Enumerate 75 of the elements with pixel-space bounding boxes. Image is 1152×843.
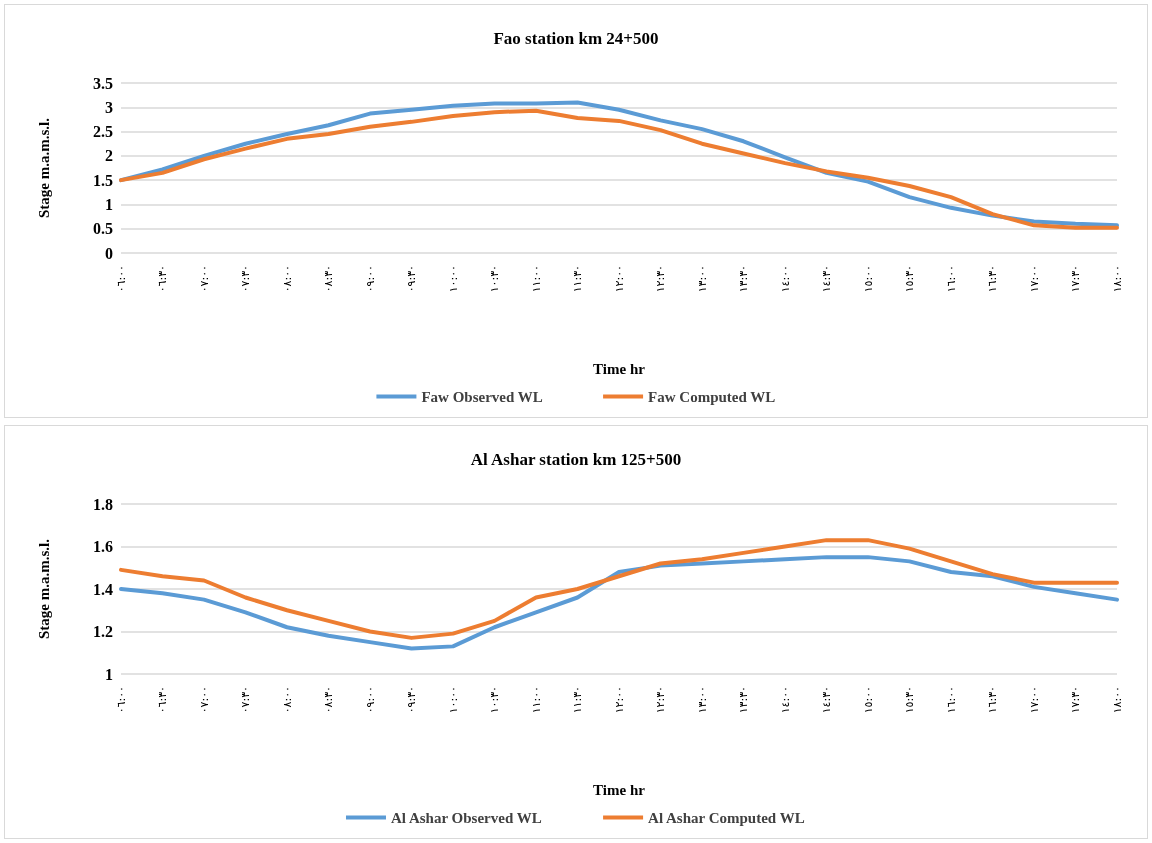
chart-title: Al Ashar station km 125+500 bbox=[470, 450, 682, 469]
x-tick-label: ١٠:٠٠ bbox=[446, 686, 460, 714]
x-tick-label: ١١:٠٠ bbox=[529, 686, 543, 714]
y-tick-label: 3 bbox=[105, 98, 113, 116]
x-tick-label: ٠٨:٠٠ bbox=[280, 686, 294, 714]
x-tick-label: ٠٦:٣٠ bbox=[156, 265, 169, 293]
y-tick-label: 1.4 bbox=[93, 580, 113, 598]
y-tick-label: 1.5 bbox=[93, 171, 113, 189]
x-tick-label: ١٦:٠٠ bbox=[944, 265, 958, 293]
x-tick-label: ٠٧:٣٠ bbox=[239, 686, 252, 714]
x-tick-label: ٠٦:٣٠ bbox=[156, 686, 169, 714]
x-axis-title: Time hr bbox=[593, 781, 646, 798]
x-tick-label: ١٤:٣٠ bbox=[820, 265, 833, 293]
x-tick-label: ١٤:٠٠ bbox=[778, 265, 792, 293]
x-tick-label: ١٧:٠٠ bbox=[1027, 265, 1041, 293]
x-tick-label: ١٨:٠٠ bbox=[1110, 686, 1124, 714]
x-tick-label: ١١:٣٠ bbox=[571, 265, 584, 293]
x-tick-label: ٠٩:٠٠ bbox=[363, 686, 377, 714]
x-tick-label: ١٤:٣٠ bbox=[820, 686, 833, 714]
x-tick-label: ٠٨:٣٠ bbox=[322, 265, 335, 293]
y-tick-label: 3.5 bbox=[93, 74, 113, 92]
x-tick-label: ٠٧:٠٠ bbox=[197, 265, 211, 293]
x-tick-label: ٠٧:٣٠ bbox=[239, 265, 252, 293]
line-series bbox=[119, 538, 1119, 640]
y-tick-label: 1 bbox=[105, 195, 113, 213]
x-tick-label: ١٠:٠٠ bbox=[446, 265, 460, 293]
x-tick-label: ١٦:٠٠ bbox=[944, 686, 958, 714]
y-tick-label: 2.5 bbox=[93, 123, 113, 141]
y-tick-label: 1.6 bbox=[93, 538, 113, 555]
x-tick-label: ١٥:٣٠ bbox=[903, 686, 916, 714]
x-tick-label: ١٣:٣٠ bbox=[737, 265, 750, 293]
x-tick-label: ١٢:٣٠ bbox=[654, 686, 667, 714]
legend-label: Al Ashar Computed WL bbox=[648, 809, 805, 826]
x-tick-label: ١٧:٣٠ bbox=[1069, 686, 1082, 714]
x-tick-label: ٠٦:٠٠ bbox=[114, 265, 128, 293]
y-tick-label: 2 bbox=[105, 147, 113, 165]
x-tick-label: ١١:٣٠ bbox=[571, 686, 584, 714]
x-tick-label: ٠٦:٠٠ bbox=[114, 686, 128, 714]
x-tick-label: ١١:٠٠ bbox=[529, 265, 543, 293]
x-tick-label: ١٥:٠٠ bbox=[861, 686, 875, 714]
x-tick-label: ٠٨:٠٠ bbox=[280, 265, 294, 293]
y-tick-label: 1.2 bbox=[93, 623, 113, 640]
x-tick-label: ١٤:٠٠ bbox=[778, 686, 792, 714]
y-axis-title: Stage m.a.m.s.l. bbox=[35, 117, 52, 218]
x-tick-label: ٠٩:٣٠ bbox=[405, 265, 418, 293]
x-tick-label: ١٥:٠٠ bbox=[861, 265, 875, 293]
legend-label: Al Ashar Observed WL bbox=[390, 809, 542, 826]
chart-title: Fao station km 24+500 bbox=[493, 29, 659, 48]
y-tick-label: 0.5 bbox=[93, 220, 113, 238]
x-tick-label: ٠٧:٠٠ bbox=[197, 686, 211, 714]
x-tick-label: ١٢:٠٠ bbox=[612, 265, 626, 293]
x-tick-label: ١٢:٣٠ bbox=[654, 265, 667, 293]
legend-label: Faw Observed WL bbox=[421, 388, 543, 405]
y-tick-label: 1.8 bbox=[93, 495, 113, 513]
x-tick-label: ١٣:٠٠ bbox=[695, 265, 709, 293]
y-tick-label: 1 bbox=[105, 665, 113, 683]
y-axis-title: Stage m.a.m.s.l. bbox=[35, 538, 52, 639]
x-tick-label: ١٦:٣٠ bbox=[986, 265, 999, 293]
x-tick-label: ١٢:٠٠ bbox=[612, 686, 626, 714]
y-tick-label: 0 bbox=[105, 244, 113, 262]
x-tick-label: ٠٩:٠٠ bbox=[363, 265, 377, 293]
x-tick-label: ١٠:٣٠ bbox=[488, 686, 501, 714]
x-tick-label: ١٧:٣٠ bbox=[1069, 265, 1082, 293]
x-axis-title: Time hr bbox=[593, 360, 646, 377]
x-tick-label: ٠٨:٣٠ bbox=[322, 686, 335, 714]
x-tick-label: ١٦:٣٠ bbox=[986, 686, 999, 714]
x-tick-label: ١٧:٠٠ bbox=[1027, 686, 1041, 714]
x-tick-label: ٠٩:٣٠ bbox=[405, 686, 418, 714]
x-tick-label: ١٣:٣٠ bbox=[737, 686, 750, 714]
legend-label: Faw Computed WL bbox=[648, 388, 776, 405]
line-series bbox=[119, 555, 1119, 651]
x-tick-label: ١٠:٣٠ bbox=[488, 265, 501, 293]
x-tick-label: ١٣:٠٠ bbox=[695, 686, 709, 714]
x-tick-label: ١٥:٣٠ bbox=[903, 265, 916, 293]
x-tick-label: ١٨:٠٠ bbox=[1110, 265, 1124, 293]
